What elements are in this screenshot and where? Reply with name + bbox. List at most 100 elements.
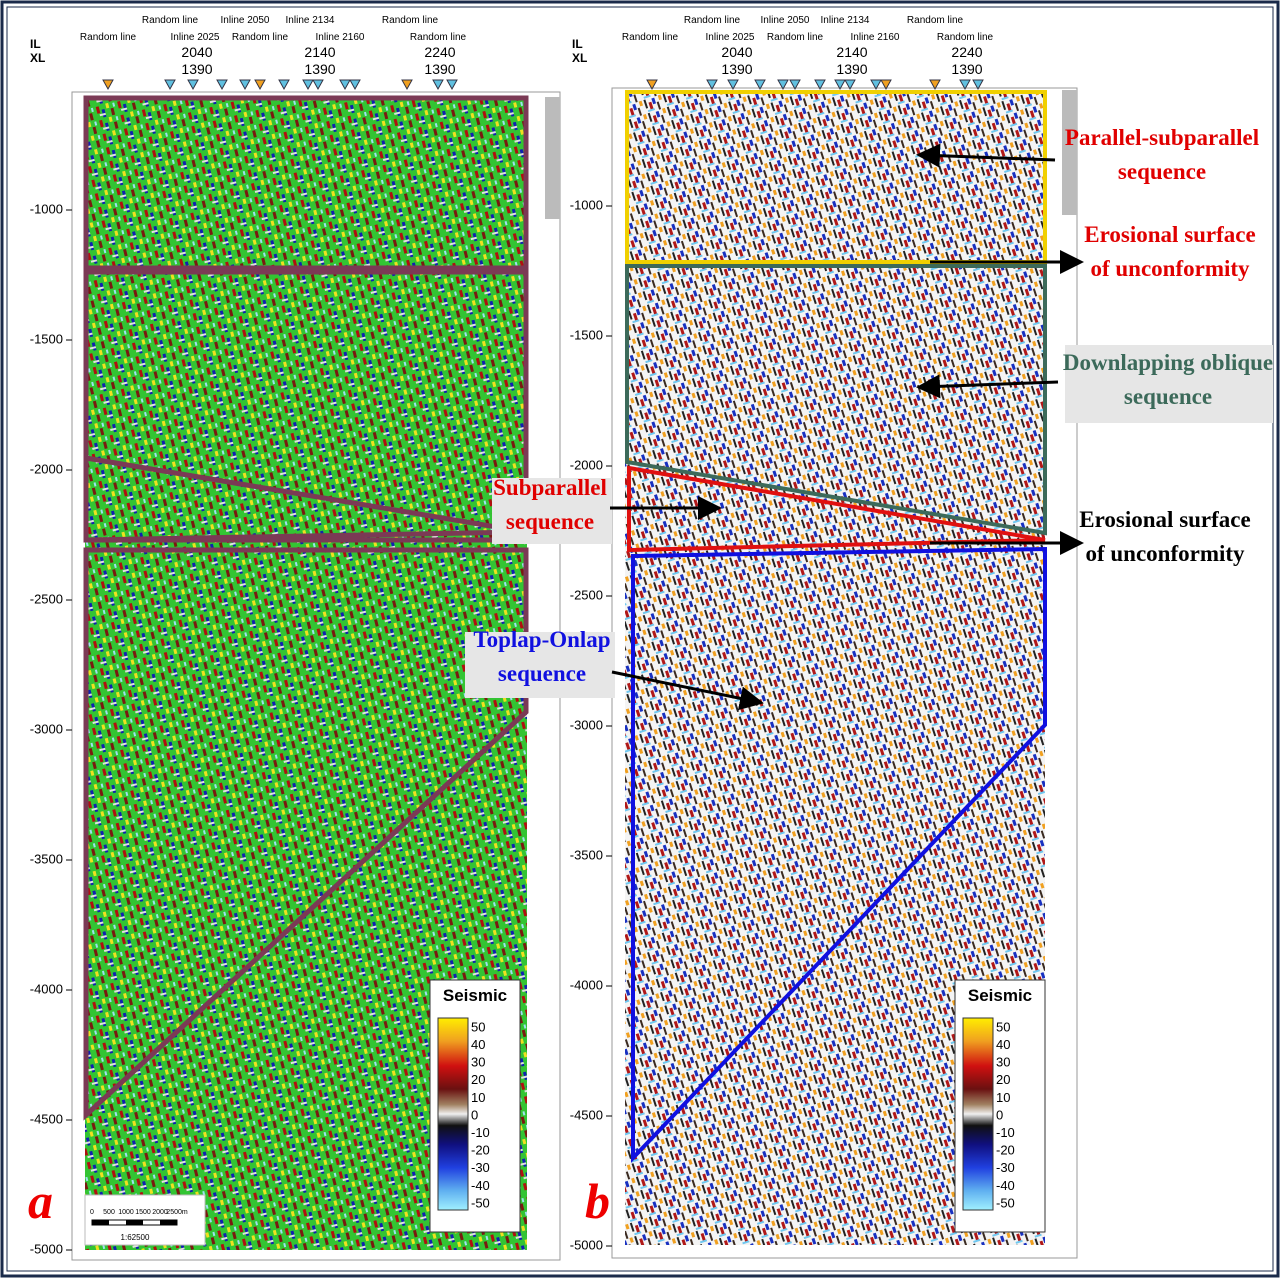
scale-tick: 1500 [135, 1209, 151, 1216]
annotation-background [1065, 345, 1273, 423]
annotation: Erosional surface [1084, 222, 1255, 247]
annotation: of unconformity [1085, 541, 1245, 566]
scale-segment [160, 1220, 177, 1225]
well-marker [929, 79, 941, 91]
y-tick-label: -1000 [570, 197, 603, 212]
colorbar-tick: 20 [471, 1072, 485, 1087]
well-marker [959, 79, 971, 91]
well-marker [870, 79, 882, 91]
colorbar-tick: 50 [471, 1019, 485, 1034]
annotation: sequence [506, 509, 594, 534]
il-label: IL [572, 37, 583, 51]
crossline-number: 1390 [721, 61, 752, 77]
well-marker [880, 79, 892, 91]
well-marker [834, 79, 846, 91]
well-marker [349, 79, 361, 91]
annotation: sequence [1118, 159, 1206, 184]
colorbar-tick: 10 [471, 1090, 485, 1105]
line-label: Inline 2134 [286, 15, 335, 26]
scale-tick: 2000 [152, 1209, 168, 1216]
well-marker [239, 79, 251, 91]
line-label: Inline 2050 [221, 15, 270, 26]
scroll-bar [545, 97, 560, 219]
colorbar-tick: 10 [996, 1090, 1010, 1105]
y-tick-label: -3000 [30, 721, 63, 736]
colorbar-title: Seismic [968, 986, 1032, 1005]
well-marker [312, 79, 324, 91]
line-label: Inline 2025 [171, 32, 220, 43]
frame-inner [6, 6, 1274, 1272]
well-marker [777, 79, 789, 91]
colorbar-tick: -30 [471, 1160, 490, 1175]
line-label: Inline 2134 [821, 15, 870, 26]
y-tick-label: -4500 [30, 1111, 63, 1126]
inline-number: 2140 [836, 44, 867, 60]
well-marker [706, 79, 718, 91]
well-marker [789, 79, 801, 91]
colorbar-tick: -30 [996, 1160, 1015, 1175]
inline-number: 2240 [424, 44, 455, 60]
crossline-number: 1390 [304, 61, 335, 77]
line-label: Inline 2160 [851, 32, 900, 43]
y-tick-label: -4000 [570, 977, 603, 992]
colorbar-tick: 20 [996, 1072, 1010, 1087]
well-marker [216, 79, 228, 91]
panel-label: b [585, 1173, 610, 1229]
scale-tick: 0 [90, 1209, 94, 1216]
y-tick-label: -2500 [570, 587, 603, 602]
well-marker [844, 79, 856, 91]
line-label: Inline 2050 [761, 15, 810, 26]
colorbar-tick: 30 [996, 1055, 1010, 1070]
well-marker [187, 79, 199, 91]
y-tick-label: -3500 [570, 847, 603, 862]
y-tick-label: -1500 [570, 327, 603, 342]
colorbar-tick: 0 [996, 1107, 1003, 1122]
xl-label: XL [30, 51, 45, 65]
y-tick-label: -1500 [30, 331, 63, 346]
line-label: Random line [382, 15, 439, 26]
well-marker [754, 79, 766, 91]
well-marker [302, 79, 314, 91]
y-tick-label: -2000 [570, 457, 603, 472]
scale-ratio: 1:62500 [121, 1233, 150, 1242]
well-marker [432, 79, 444, 91]
inline-number: 2040 [181, 44, 212, 60]
crossline-number: 1390 [181, 61, 212, 77]
annotation: Downlapping oblique [1063, 350, 1273, 375]
colorbar-tick: -50 [471, 1195, 490, 1210]
y-tick-label: -5000 [570, 1237, 603, 1252]
well-marker [102, 79, 114, 91]
line-label: Random line [622, 32, 679, 43]
line-label: Random line [937, 32, 994, 43]
well-marker [254, 79, 266, 91]
crossline-number: 1390 [951, 61, 982, 77]
colorbar-tick: -40 [996, 1178, 1015, 1193]
annotation: Parallel-subparallel [1065, 125, 1259, 150]
annotation-arrow [916, 374, 1059, 399]
y-tick-label: -4500 [570, 1107, 603, 1122]
colorbar-tick: 40 [996, 1037, 1010, 1052]
il-label: IL [30, 37, 41, 51]
annotation-background [492, 478, 612, 544]
colorbar-title: Seismic [443, 986, 507, 1005]
y-tick-label: -3000 [570, 717, 603, 732]
well-marker [646, 79, 658, 91]
line-label: Random line [767, 32, 824, 43]
colorbar-tick: 40 [471, 1037, 485, 1052]
well-marker [401, 79, 413, 91]
scale-tick: 500 [103, 1209, 115, 1216]
line-label: Random line [232, 32, 289, 43]
annotation: Toplap-Onlap [473, 627, 610, 652]
colorbar-tick: -20 [996, 1143, 1015, 1158]
y-tick-label: -2500 [30, 591, 63, 606]
y-tick-label: -2000 [30, 461, 63, 476]
colorbar-tick: 50 [996, 1019, 1010, 1034]
colorbar-tick: -10 [471, 1125, 490, 1140]
scale-segment [92, 1220, 109, 1225]
annotation: of unconformity [1090, 256, 1250, 281]
colorbar-tick: 30 [471, 1055, 485, 1070]
annotation-arrow [611, 670, 764, 711]
annotation: sequence [1124, 384, 1212, 409]
